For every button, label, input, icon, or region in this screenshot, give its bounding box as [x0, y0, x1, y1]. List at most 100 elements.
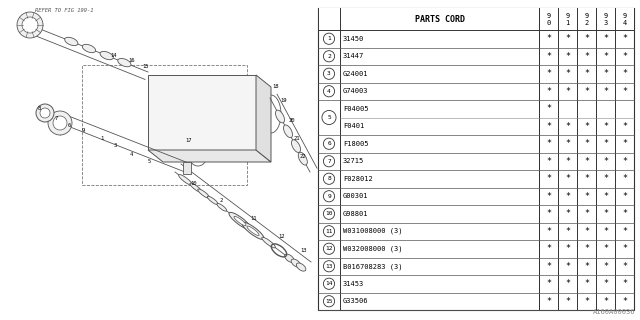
Text: 7: 7	[55, 116, 58, 121]
Bar	[82, 65, 247, 185]
Text: 15: 15	[325, 299, 333, 304]
Text: *: *	[546, 174, 551, 183]
Text: *: *	[603, 52, 608, 61]
Text: *: *	[603, 262, 608, 271]
Text: 2: 2	[220, 198, 223, 203]
Ellipse shape	[198, 189, 209, 198]
Text: *: *	[546, 157, 551, 166]
Text: 3: 3	[327, 71, 331, 76]
Text: 9: 9	[622, 13, 627, 19]
Text: *: *	[546, 244, 551, 253]
Text: 22: 22	[300, 154, 307, 159]
Text: 12: 12	[325, 246, 333, 251]
Text: 31450: 31450	[343, 36, 364, 42]
Ellipse shape	[242, 222, 264, 239]
Text: *: *	[546, 209, 551, 218]
Text: 9: 9	[604, 13, 607, 19]
Text: *: *	[584, 34, 589, 43]
Circle shape	[40, 108, 50, 118]
Text: 6: 6	[68, 123, 71, 128]
Text: *: *	[622, 157, 627, 166]
Text: *: *	[565, 87, 570, 96]
Text: W032008000 (3): W032008000 (3)	[343, 245, 403, 252]
Text: *: *	[546, 104, 551, 113]
Text: 1: 1	[327, 36, 331, 41]
Text: *: *	[622, 52, 627, 61]
Text: *: *	[565, 244, 570, 253]
Text: *: *	[546, 297, 551, 306]
Text: *: *	[584, 52, 589, 61]
Text: *: *	[622, 244, 627, 253]
Text: F028012: F028012	[343, 176, 372, 182]
Text: 10: 10	[325, 211, 333, 216]
Bar	[318, 8, 634, 310]
Text: 9: 9	[82, 128, 85, 133]
Text: *: *	[546, 34, 551, 43]
Ellipse shape	[118, 59, 131, 67]
Text: *: *	[584, 244, 589, 253]
Text: 11: 11	[325, 229, 333, 234]
Text: *: *	[565, 227, 570, 236]
Text: 9: 9	[565, 13, 570, 19]
Text: *: *	[565, 122, 570, 131]
Text: G98801: G98801	[343, 211, 369, 217]
Text: *: *	[603, 174, 608, 183]
Text: 4: 4	[327, 89, 331, 94]
Text: *: *	[622, 122, 627, 131]
Text: *: *	[565, 69, 570, 78]
Text: *: *	[603, 139, 608, 148]
Text: W031008000 (3): W031008000 (3)	[343, 228, 403, 235]
Text: *: *	[546, 227, 551, 236]
Text: *: *	[584, 192, 589, 201]
Text: *: *	[603, 69, 608, 78]
Text: *: *	[622, 227, 627, 236]
Text: F04005: F04005	[343, 106, 369, 112]
Text: *: *	[565, 174, 570, 183]
Text: 21: 21	[294, 136, 301, 141]
Text: G74003: G74003	[343, 88, 369, 94]
Text: 1: 1	[100, 136, 103, 141]
Ellipse shape	[298, 152, 307, 165]
Ellipse shape	[275, 110, 285, 123]
Text: 8: 8	[38, 106, 41, 111]
Text: *: *	[622, 209, 627, 218]
Text: *: *	[622, 279, 627, 288]
Text: F0401: F0401	[343, 123, 364, 129]
Text: *: *	[622, 174, 627, 183]
Text: *: *	[546, 192, 551, 201]
Ellipse shape	[100, 52, 113, 60]
Text: *: *	[622, 139, 627, 148]
Ellipse shape	[247, 226, 259, 236]
Text: 4: 4	[130, 152, 133, 157]
Ellipse shape	[285, 254, 294, 262]
Ellipse shape	[217, 204, 227, 211]
Text: 12: 12	[278, 234, 285, 239]
Text: *: *	[584, 87, 589, 96]
Text: *: *	[603, 157, 608, 166]
Ellipse shape	[229, 212, 251, 230]
Text: 2: 2	[584, 20, 589, 26]
Text: *: *	[622, 262, 627, 271]
Text: *: *	[565, 157, 570, 166]
Text: 10: 10	[190, 181, 196, 186]
Text: *: *	[622, 87, 627, 96]
Ellipse shape	[65, 37, 78, 46]
Text: 0: 0	[547, 20, 550, 26]
Text: 14: 14	[110, 53, 116, 58]
Ellipse shape	[234, 216, 246, 226]
Text: *: *	[584, 262, 589, 271]
Polygon shape	[183, 162, 191, 174]
Text: *: *	[565, 34, 570, 43]
Text: *: *	[584, 279, 589, 288]
Text: 17: 17	[185, 138, 191, 143]
Text: *: *	[603, 227, 608, 236]
Text: 9: 9	[547, 13, 550, 19]
Ellipse shape	[207, 196, 218, 205]
Text: 14: 14	[325, 281, 333, 286]
Text: *: *	[622, 34, 627, 43]
Text: 18: 18	[272, 84, 278, 89]
Ellipse shape	[179, 174, 192, 185]
Ellipse shape	[291, 140, 301, 152]
Bar	[318, 8, 634, 30]
Text: 15: 15	[142, 64, 148, 69]
